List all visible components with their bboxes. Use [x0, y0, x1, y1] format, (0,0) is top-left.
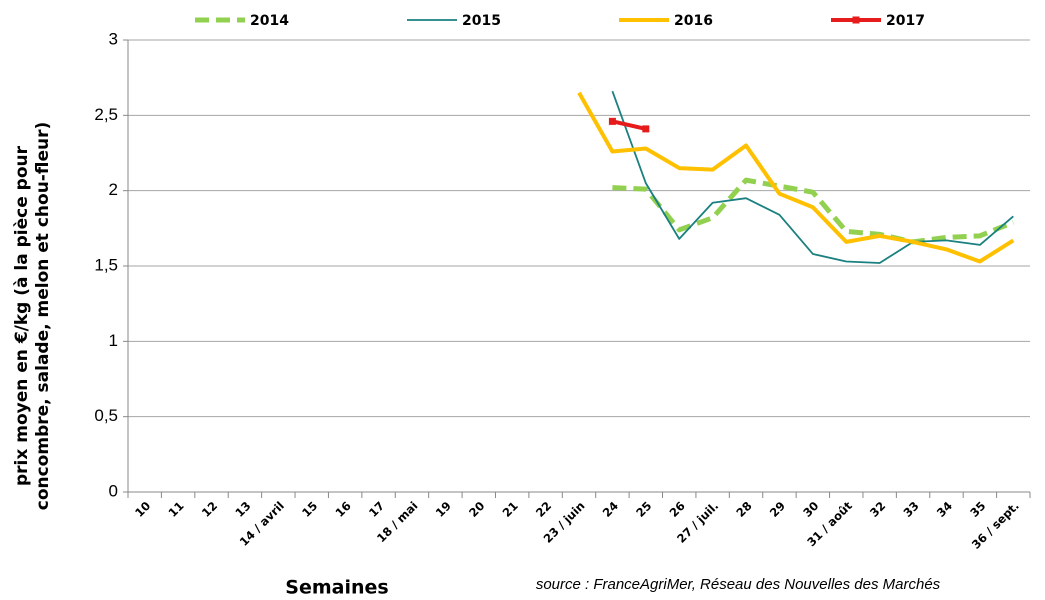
x-tick-label: 26 [667, 499, 688, 520]
source: source : FranceAgriMer, Réseau des Nouve… [536, 576, 941, 593]
x-tick-label: 35 [967, 499, 988, 520]
x-tick-label: 25 [633, 499, 654, 520]
x-tick-label: 29 [767, 499, 788, 520]
y-axis-label: concombre, salade, melon et chou-fleur) [33, 122, 53, 511]
y-tick-label: 0,5 [94, 406, 118, 425]
x-tick-label: 19 [433, 499, 454, 520]
x-tick-label: 28 [733, 499, 754, 520]
x-tick-label: 32 [867, 499, 888, 520]
x-tick-label: 15 [299, 499, 320, 520]
legend-label: 2015 [462, 13, 501, 29]
series-line [611, 119, 647, 131]
series-line [577, 91, 1015, 264]
x-tick-label: 16 [333, 499, 354, 520]
y-tick-label: 2,5 [94, 105, 118, 124]
legend-label: 2014 [250, 13, 289, 29]
marker [642, 125, 650, 133]
y-tick-label: 0 [109, 481, 118, 500]
x-tick-label: 12 [199, 499, 220, 520]
y-tick-label: 1 [109, 331, 118, 350]
y-tick-label: 3 [109, 29, 118, 48]
x-tick-label: 21 [500, 499, 521, 520]
series-line [612, 177, 1015, 245]
x-tick-label: 17 [366, 499, 387, 520]
x-tick-label: 10 [132, 499, 153, 520]
legend-label: 2017 [886, 13, 925, 29]
y-axis-label: prix moyen en €/kg (à la pièce pour [12, 145, 32, 486]
x-tick-label: 11 [165, 499, 186, 520]
x-tick-label: 34 [934, 499, 955, 520]
x-tick-label: 33 [900, 499, 921, 520]
legend-marker [852, 16, 860, 24]
x-axis-label: Semaines [285, 577, 388, 599]
y-tick-label: 2 [109, 180, 118, 199]
x-tick-label: 22 [533, 499, 554, 520]
legend-label: 2016 [674, 13, 713, 29]
x-tick-label: 13 [232, 499, 253, 520]
x-tick-label: 30 [800, 499, 821, 520]
y-tick-label: 1,5 [94, 255, 118, 274]
x-tick-label: 24 [600, 499, 621, 520]
marker [608, 117, 616, 125]
x-tick-label: 20 [466, 499, 487, 520]
series-line [611, 90, 1014, 264]
